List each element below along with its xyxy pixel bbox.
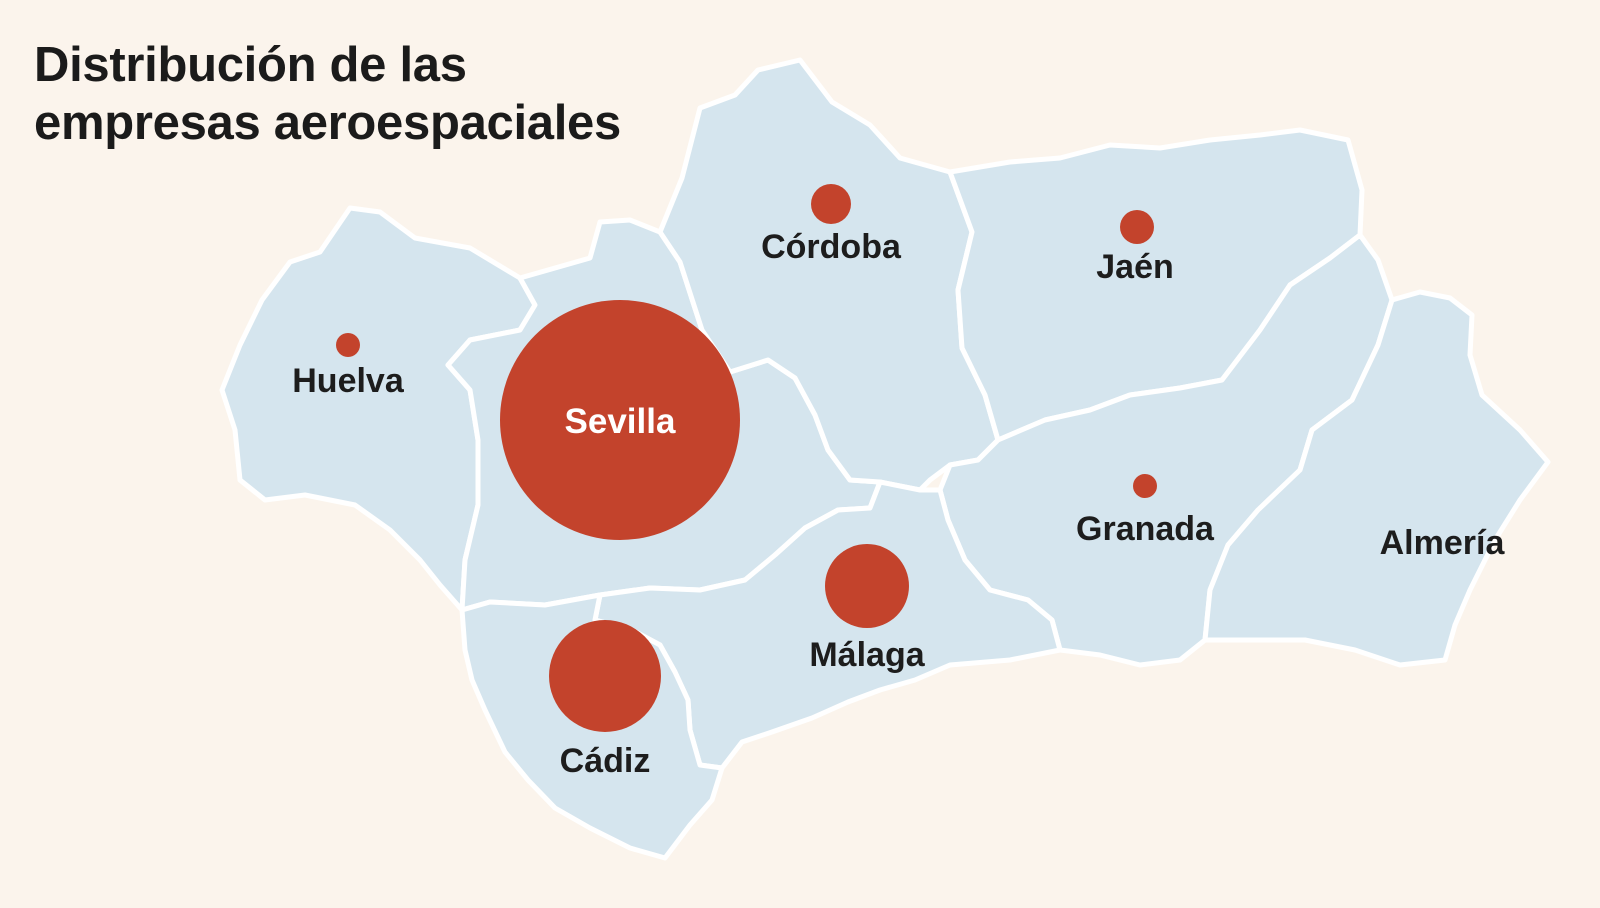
bubble-malaga [825, 544, 909, 628]
map-title: Distribución de las empresas aeroespacia… [34, 36, 734, 152]
province-shapes [219, 57, 1551, 861]
bubble-granada [1133, 474, 1157, 498]
title-line-2: empresas aeroespaciales [34, 96, 621, 150]
bubble-sevilla [500, 300, 740, 540]
province-malaga[interactable] [592, 479, 1063, 771]
label-sevilla: Sevilla [565, 402, 676, 441]
province-almeria[interactable] [1202, 289, 1551, 668]
label-huelva: Huelva [292, 362, 405, 400]
label-jaen: Jaén [1096, 248, 1174, 286]
bubble-cadiz [549, 620, 661, 732]
label-almeria: Almería [1380, 524, 1506, 562]
label-cordoba: Córdoba [761, 228, 902, 266]
label-granada: Granada [1076, 510, 1215, 548]
title-line-1: Distribución de las [34, 38, 467, 92]
label-cadiz: Cádiz [560, 742, 651, 780]
bubble-jaen [1120, 210, 1154, 244]
bubbles [336, 184, 1157, 732]
labels: Huelva Sevilla Córdoba Jaén Granada Alme… [292, 228, 1505, 780]
bubble-huelva [336, 333, 360, 357]
label-malaga: Málaga [809, 636, 925, 674]
bubble-cordoba [811, 184, 851, 224]
